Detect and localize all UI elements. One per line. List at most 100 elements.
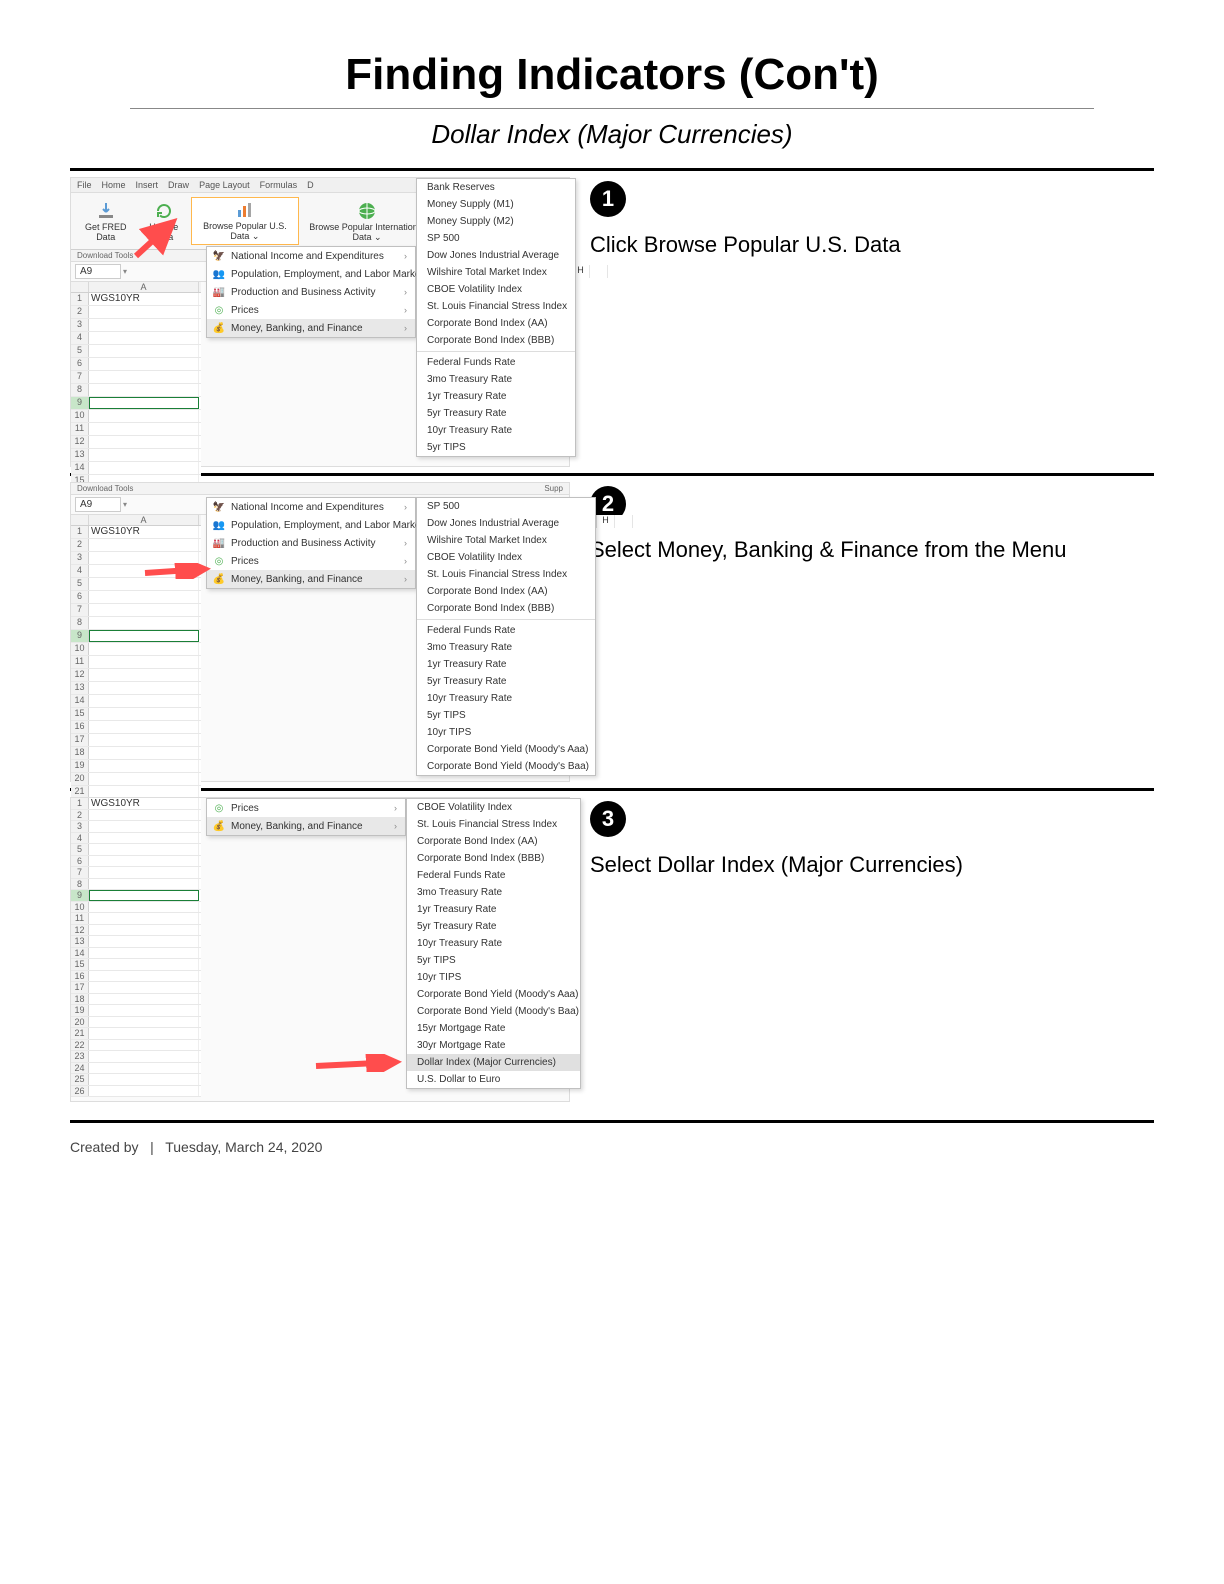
tab-formulas[interactable]: Formulas <box>260 180 298 190</box>
menu-item-label: Money, Banking, and Finance <box>231 574 398 585</box>
footer-date: Tuesday, March 24, 2020 <box>165 1139 322 1155</box>
menu-item[interactable]: 🏭 Production and Business Activity › <box>207 283 415 301</box>
menu-item[interactable]: 💰 Money, Banking, and Finance › <box>207 570 415 588</box>
submenu-item[interactable]: Federal Funds Rate <box>417 622 595 639</box>
submenu-item[interactable]: St. Louis Financial Stress Index <box>417 298 575 315</box>
menu-item-label: National Income and Expenditures <box>231 251 398 262</box>
submenu-item[interactable]: 5yr TIPS <box>417 707 595 724</box>
submenu-item[interactable]: 1yr Treasury Rate <box>417 388 575 405</box>
category-icon: ◎ <box>213 304 225 316</box>
tab-home[interactable]: Home <box>102 180 126 190</box>
dropdown-icon[interactable]: ▾ <box>121 267 129 276</box>
tab-d[interactable]: D <box>307 180 314 190</box>
spreadsheet[interactable]: A 1WGS10YR234567891011121314151617181920… <box>71 515 201 799</box>
submenu-item[interactable]: 5yr Treasury Rate <box>417 405 575 422</box>
submenu-item[interactable]: 1yr Treasury Rate <box>407 901 580 918</box>
tab-pagelayout[interactable]: Page Layout <box>199 180 250 190</box>
submenu-item[interactable]: 5yr TIPS <box>407 952 580 969</box>
menu-item[interactable]: 👥 Population, Employment, and Labor Mark… <box>207 516 415 534</box>
submenu-item[interactable]: Federal Funds Rate <box>407 867 580 884</box>
menu-item[interactable]: 👥 Population, Employment, and Labor Mark… <box>207 265 415 283</box>
submenu-item[interactable]: St. Louis Financial Stress Index <box>417 566 595 583</box>
submenu-item[interactable]: 10yr TIPS <box>407 969 580 986</box>
step-text-3: Select Dollar Index (Major Currencies) <box>590 851 1154 880</box>
get-fred-data-button[interactable]: Get FRED Data <box>75 197 136 245</box>
submenu-item[interactable]: 1yr Treasury Rate <box>417 656 595 673</box>
menu-item[interactable]: ◎ Prices › <box>207 301 415 319</box>
step-row-1: File Home Insert Draw Page Layout Formul… <box>70 177 1154 467</box>
submenu-item[interactable]: 10yr Treasury Rate <box>417 690 595 707</box>
spreadsheet[interactable]: 1WGS10YR23456789101112131415161718192021… <box>71 798 201 1097</box>
submenu-item[interactable]: Corporate Bond Index (AA) <box>417 583 595 600</box>
submenu-item[interactable]: SP 500 <box>417 498 595 515</box>
submenu-item[interactable]: 30yr Mortgage Rate <box>407 1037 580 1054</box>
menu-item-label: Population, Employment, and Labor Market… <box>231 269 428 280</box>
submenu-item[interactable]: Dollar Index (Major Currencies) <box>407 1054 580 1071</box>
submenu-item[interactable]: Federal Funds Rate <box>417 354 575 371</box>
submenu-item[interactable]: SP 500 <box>417 230 575 247</box>
submenu-item[interactable]: Corporate Bond Index (AA) <box>417 315 575 332</box>
chevron-right-icon: › <box>394 821 397 831</box>
submenu-item[interactable]: CBOE Volatility Index <box>417 281 575 298</box>
rib-label: Update Data <box>142 223 185 243</box>
submenu-item[interactable]: Bank Reserves <box>417 179 575 196</box>
tab-insert[interactable]: Insert <box>136 180 159 190</box>
browse-intl-button[interactable]: Browse Popular International Data ⌄ <box>301 197 434 245</box>
submenu-item[interactable]: 10yr TIPS <box>417 724 595 741</box>
menu-item-label: Production and Business Activity <box>231 538 398 549</box>
submenu-item[interactable]: Corporate Bond Index (BBB) <box>417 600 595 617</box>
name-box[interactable]: A9 <box>75 264 121 279</box>
screenshot-1: File Home Insert Draw Page Layout Formul… <box>70 177 570 467</box>
submenu-item[interactable]: Dow Jones Industrial Average <box>417 515 595 532</box>
submenu-item[interactable]: Corporate Bond Index (BBB) <box>417 332 575 349</box>
menu-item[interactable]: ◎ Prices › <box>207 552 415 570</box>
submenu-item[interactable]: 5yr Treasury Rate <box>407 918 580 935</box>
submenu-item[interactable]: 3mo Treasury Rate <box>417 639 595 656</box>
submenu-item[interactable]: Corporate Bond Index (AA) <box>407 833 580 850</box>
submenu-item[interactable]: St. Louis Financial Stress Index <box>407 816 580 833</box>
menu-item[interactable]: 💰 Money, Banking, and Finance › <box>207 319 415 337</box>
submenu-item[interactable]: Money Supply (M2) <box>417 213 575 230</box>
col-header-h[interactable]: H <box>597 515 615 528</box>
step-number-3: 3 <box>590 801 626 837</box>
submenu-item[interactable]: Corporate Bond Yield (Moody's Aaa) <box>407 986 580 1003</box>
submenu-item[interactable]: CBOE Volatility Index <box>417 549 595 566</box>
category-icon: 💰 <box>213 322 225 334</box>
menu-item[interactable]: 🏭 Production and Business Activity › <box>207 534 415 552</box>
submenu-item[interactable]: 15yr Mortgage Rate <box>407 1020 580 1037</box>
dropdown-icon[interactable]: ▾ <box>121 500 129 509</box>
submenu-item[interactable]: Corporate Bond Yield (Moody's Baa) <box>417 758 595 775</box>
submenu-item[interactable]: Corporate Bond Yield (Moody's Aaa) <box>417 741 595 758</box>
browse-us-data-button[interactable]: Browse Popular U.S. Data ⌄ <box>191 197 299 245</box>
submenu-item[interactable]: Dow Jones Industrial Average <box>417 247 575 264</box>
submenu-item[interactable]: 3mo Treasury Rate <box>417 371 575 388</box>
menu-item[interactable]: 💰 Money, Banking, and Finance › <box>207 817 405 835</box>
submenu-item[interactable]: CBOE Volatility Index <box>407 799 580 816</box>
menu-item[interactable]: ◎ Prices › <box>207 799 405 817</box>
update-data-button[interactable]: Update Data <box>138 197 189 245</box>
submenu-item[interactable]: 5yr TIPS <box>417 439 575 456</box>
submenu-item[interactable]: 3mo Treasury Rate <box>407 884 580 901</box>
submenu-item[interactable]: Wilshire Total Market Index <box>417 532 595 549</box>
col-header-a[interactable]: A <box>89 282 199 292</box>
submenu-item[interactable]: 5yr Treasury Rate <box>417 673 595 690</box>
category-menu: 🦅 National Income and Expenditures › 👥 P… <box>206 246 416 338</box>
tab-draw[interactable]: Draw <box>168 180 189 190</box>
name-box[interactable]: A9 <box>75 497 121 512</box>
spreadsheet[interactable]: A 1WGS10YR23456789101112131415 <box>71 282 201 488</box>
submenu-item[interactable]: Wilshire Total Market Index <box>417 264 575 281</box>
menu-item[interactable]: 🦅 National Income and Expenditures › <box>207 498 415 516</box>
menu-item-label: National Income and Expenditures <box>231 502 398 513</box>
submenu-item[interactable]: Money Supply (M1) <box>417 196 575 213</box>
step-text-1: Click Browse Popular U.S. Data <box>590 231 1154 260</box>
submenu-item[interactable]: Corporate Bond Yield (Moody's Baa) <box>407 1003 580 1020</box>
submenu-item[interactable]: Corporate Bond Index (BBB) <box>407 850 580 867</box>
submenu-item[interactable]: 10yr Treasury Rate <box>407 935 580 952</box>
category-icon: 🏭 <box>213 286 225 298</box>
submenu-item[interactable]: 10yr Treasury Rate <box>417 422 575 439</box>
tab-file[interactable]: File <box>77 180 92 190</box>
submenu-item[interactable]: U.S. Dollar to Euro <box>407 1071 580 1088</box>
menu-item[interactable]: 🦅 National Income and Expenditures › <box>207 247 415 265</box>
category-menu: 🦅 National Income and Expenditures › 👥 P… <box>206 497 416 589</box>
col-header-a[interactable]: A <box>89 515 199 525</box>
